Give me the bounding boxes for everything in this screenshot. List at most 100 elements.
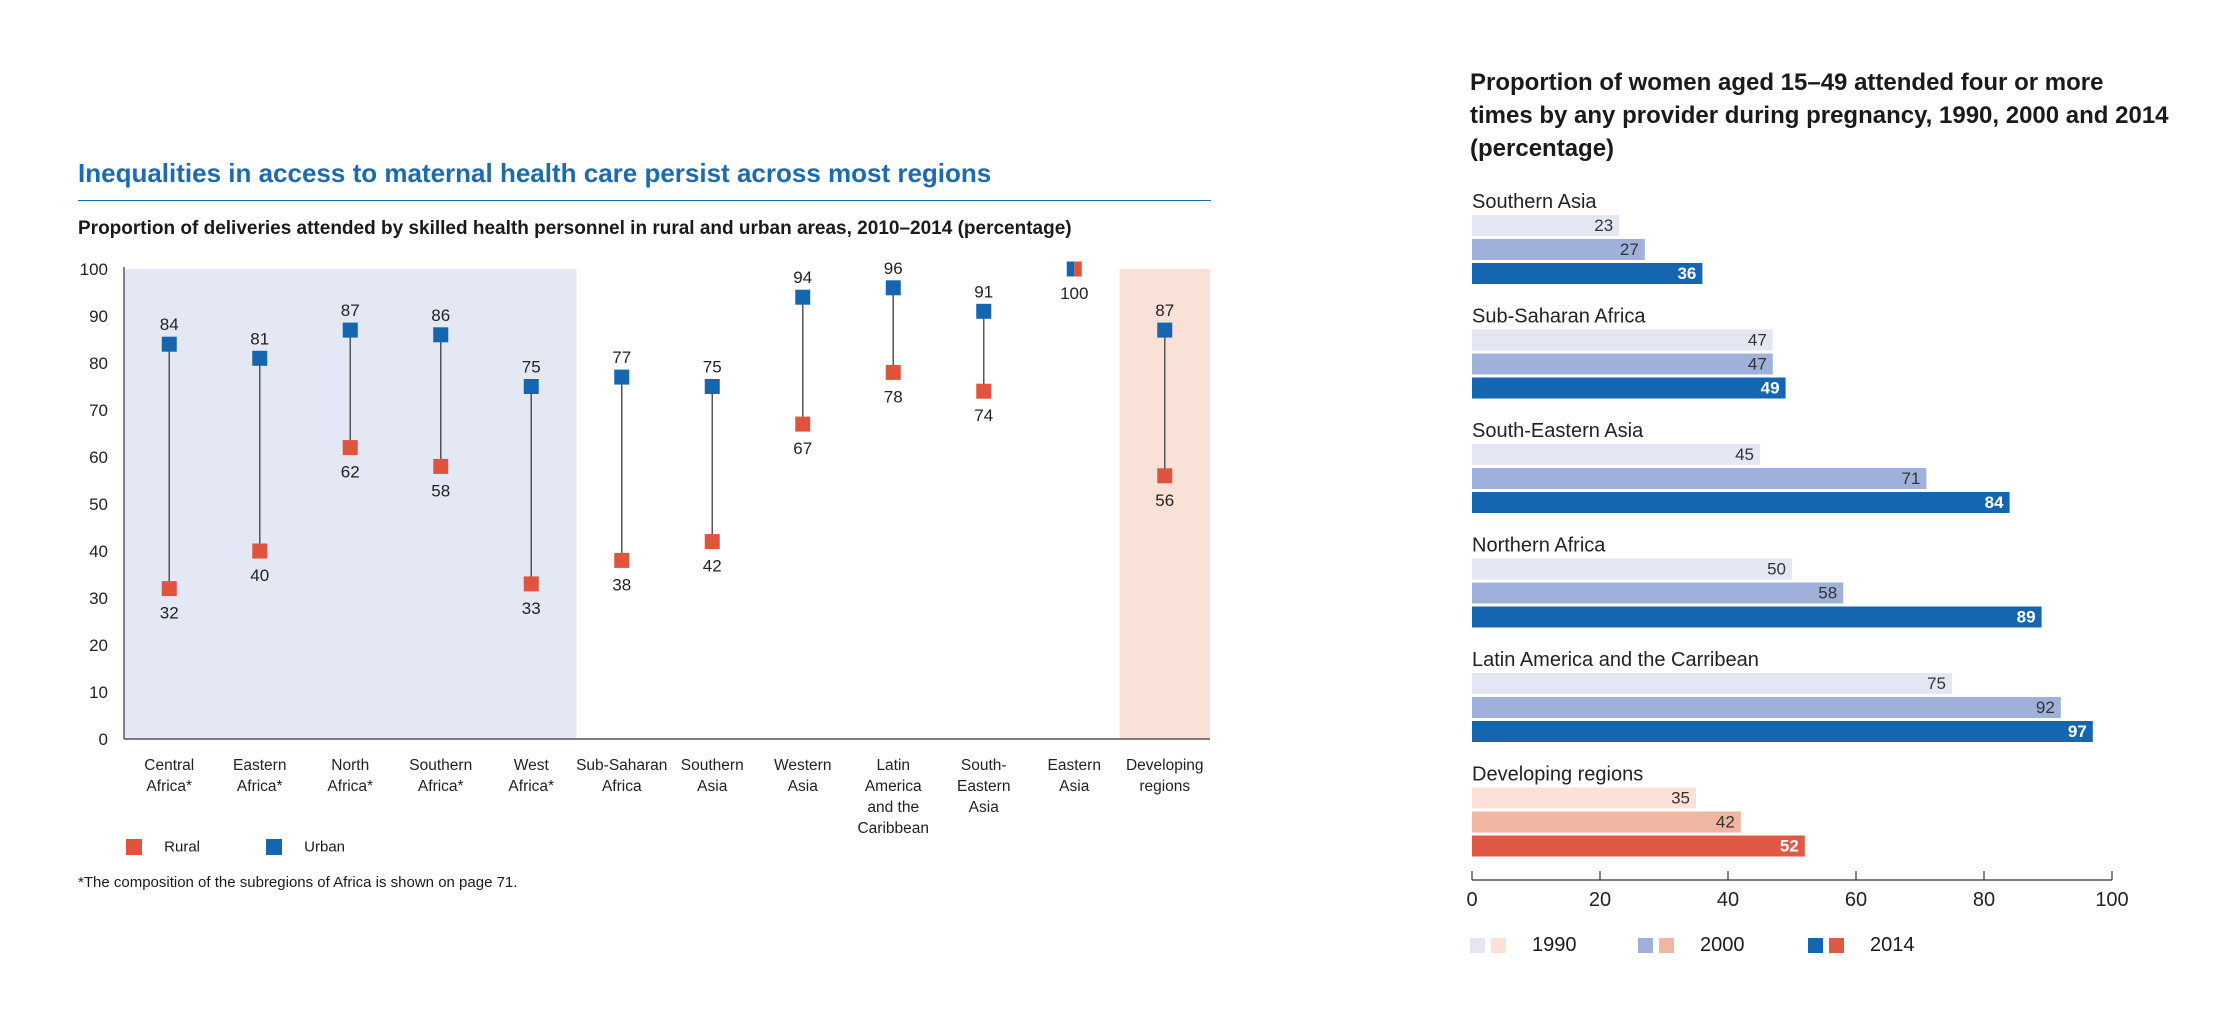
urban-value-label: 87 [341, 301, 360, 320]
legend-label-2014: 2014 [1870, 934, 1915, 957]
bar-value-label: 50 [1767, 560, 1786, 579]
category-label: Western [774, 757, 831, 774]
x-tick-label: 20 [1589, 889, 1611, 911]
urban-point [1157, 322, 1173, 338]
urban-point [523, 379, 539, 394]
urban-value-label: 96 [884, 259, 903, 278]
legend-swatch-2014-red [1829, 938, 1844, 954]
urban-value-label: 75 [703, 358, 722, 377]
category-label: North [331, 757, 369, 774]
urban-point [614, 369, 630, 385]
rural-point [976, 383, 992, 399]
bar-value-label: 47 [1748, 355, 1767, 374]
category-label: America [865, 778, 922, 795]
rural-value-label: 40 [250, 566, 269, 585]
bar-value-label: 75 [1927, 674, 1946, 693]
y-tick-label: 0 [99, 730, 108, 749]
bar [1472, 582, 1844, 604]
urban-value-label: 94 [793, 268, 812, 287]
rural-point [1157, 468, 1173, 484]
category-label: Asia [697, 778, 728, 795]
urban-value-label: 91 [974, 282, 993, 301]
bar-value-label: 23 [1594, 216, 1613, 235]
category-label: Latin [876, 757, 910, 774]
y-tick-label: 100 [80, 260, 108, 279]
category-label: Africa* [327, 778, 373, 795]
category-label: Southern [409, 757, 472, 774]
right-chart-title: Proportion of women aged 15–49 attended … [1470, 69, 2169, 162]
urban-point [252, 350, 268, 366]
dumbbell-chart: 0 10 20 30 40 50 60 70 80 90 100 84 32 Central Africa*… [80, 259, 1210, 837]
y-tick-label: 50 [89, 495, 108, 514]
bar [1472, 377, 1786, 399]
legend-swatch-rural [126, 839, 142, 856]
bar [1472, 468, 1927, 489]
rural-point [704, 534, 720, 550]
rural-point [795, 416, 811, 432]
legend-label-1990: 1990 [1532, 934, 1577, 957]
bar-value-label: 47 [1748, 331, 1767, 350]
shared-value-label: 100 [1060, 284, 1088, 303]
group-label: Southern Asia [1472, 191, 1597, 213]
y-tick-label: 70 [89, 401, 108, 420]
category-label: Developing [1126, 757, 1204, 774]
y-tick-label: 80 [89, 354, 108, 373]
left-chart-subtitle: Proportion of deliveries attended by ski… [78, 218, 1072, 239]
legend-item-urban: Urban [266, 838, 345, 856]
rural-point [161, 581, 177, 597]
bar-value-label: 27 [1620, 240, 1639, 259]
urban-value-label: 77 [612, 348, 631, 367]
legend-label-2000: 2000 [1700, 934, 1745, 957]
category-label: South- [961, 757, 1007, 774]
horizontal-bar-chart: Southern Asia 23 27 36 Sub-Saharan Africa 47 4… [1466, 191, 2128, 911]
bar [1472, 239, 1645, 260]
urban-point [161, 336, 177, 352]
bar [1472, 697, 2061, 718]
bar [1472, 787, 1696, 809]
bar [1472, 811, 1741, 833]
bar [1472, 558, 1792, 580]
category-label: Eastern [233, 757, 286, 774]
legend-label-urban: Urban [304, 838, 346, 856]
rural-value-label: 38 [612, 575, 631, 594]
legend-item-rural: Rural [126, 838, 200, 856]
x-tick-label: 0 [1466, 889, 1477, 911]
category-label: Central [144, 757, 194, 774]
bar [1472, 835, 1805, 857]
bar [1472, 673, 1952, 694]
legend-swatch-2000-red [1659, 938, 1674, 954]
category-label: Asia [1059, 778, 1090, 795]
legend-item-2000: 2000 [1638, 934, 1745, 957]
y-tick-label: 30 [89, 589, 108, 608]
urban-value-label: 81 [250, 329, 269, 348]
group-label: Sub-Saharan Africa [1472, 306, 1646, 328]
legend-swatch-urban [266, 839, 282, 856]
footnote: *The composition of the subregions of Af… [78, 874, 518, 891]
legend-swatch-1990-blue [1470, 938, 1485, 954]
bar-value-label: 42 [1716, 813, 1735, 832]
category-label: and the [867, 799, 919, 816]
bar [1472, 492, 2010, 513]
bar-value-label: 49 [1761, 379, 1780, 398]
category-label: Eastern [957, 778, 1010, 795]
urban-value-label: 86 [431, 306, 450, 325]
legend-label-rural: Rural [164, 838, 201, 856]
rural-point [1074, 261, 1082, 277]
bar-value-label: 84 [1985, 493, 2004, 512]
bar [1472, 353, 1773, 375]
rural-point [523, 576, 539, 592]
bar-value-label: 35 [1671, 789, 1690, 808]
urban-point [795, 289, 811, 305]
category-label: West [514, 757, 550, 774]
urban-point [433, 327, 449, 343]
rural-value-label: 33 [522, 599, 541, 618]
bar-value-label: 58 [1818, 584, 1837, 603]
y-tick-label: 40 [89, 542, 108, 561]
category-label: regions [1139, 778, 1190, 795]
x-tick-label: 80 [1973, 889, 1995, 911]
category-label: Sub-Saharan [576, 757, 667, 774]
category-label: Eastern [1048, 757, 1101, 774]
rural-value-label: 62 [341, 463, 360, 482]
category-label: Africa [602, 778, 642, 795]
urban-value-label: 75 [522, 358, 541, 377]
